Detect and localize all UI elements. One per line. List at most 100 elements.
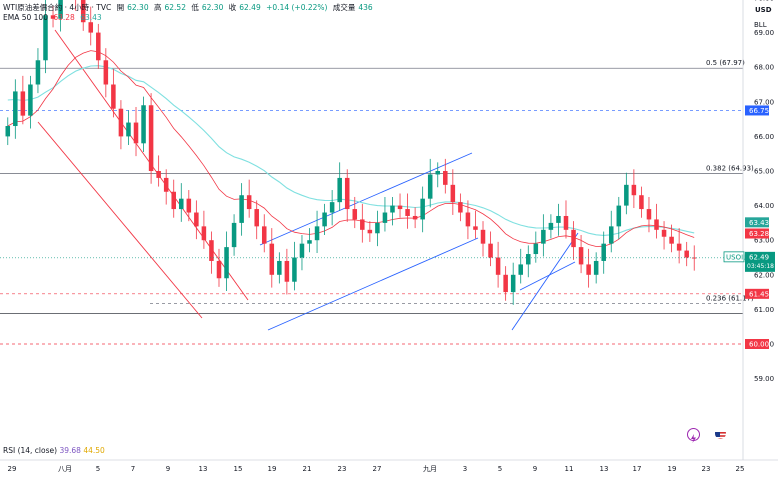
candle <box>75 0 77 11</box>
candle-body <box>307 240 312 244</box>
price-tag-text: 62.49 <box>749 253 769 261</box>
candle <box>28 75 33 129</box>
ema100-line <box>7 65 695 236</box>
price-tag-box <box>745 105 769 116</box>
ema100-value: 63.43 <box>80 13 102 22</box>
fib-level-label: 0.5 (67.97) <box>706 59 745 67</box>
candle-body <box>631 184 637 196</box>
candle <box>118 100 124 150</box>
ema-legend[interactable]: EMA 50 100 63.28 63.43 <box>3 13 102 22</box>
up-channel-lower <box>267 237 479 331</box>
symbol-tag-text: USOIL <box>726 253 747 261</box>
candle-body <box>284 260 290 282</box>
us-flag-icon[interactable] <box>715 428 726 439</box>
candle-body <box>163 177 169 192</box>
candle-body <box>375 222 380 234</box>
candle-body <box>526 254 531 265</box>
candle <box>654 203 659 239</box>
candle <box>526 245 531 278</box>
candle-body <box>299 243 305 258</box>
candle-body <box>676 243 682 251</box>
candle <box>646 196 652 233</box>
candle <box>616 196 622 240</box>
rsi-ma-value: 44.50 <box>83 446 105 455</box>
candle <box>661 221 667 250</box>
candle-body <box>503 274 508 293</box>
close-value: 62.49 <box>239 3 261 12</box>
candle-body <box>488 243 493 258</box>
x-tick-label: 19 <box>268 465 277 473</box>
candle <box>239 183 244 236</box>
candle-body <box>224 247 229 279</box>
trend-channels <box>37 29 579 331</box>
candle <box>254 200 259 240</box>
x-tick-label: 13 <box>600 465 609 473</box>
x-tick-label: 3 <box>463 465 467 473</box>
candle <box>344 169 350 222</box>
symbol-title[interactable]: WTI原油差價合約 · 4小時 · TVC <box>3 3 112 12</box>
y-tick-label: 70.00 <box>754 0 774 3</box>
y-tick-label: 64.00 <box>754 202 774 210</box>
candle-body <box>691 257 697 259</box>
candle <box>427 158 433 208</box>
candle-body <box>412 215 418 220</box>
candle-body <box>5 126 11 137</box>
candle-body <box>314 226 320 241</box>
candle <box>284 248 290 295</box>
candle <box>148 93 154 184</box>
price-tag-text: 63.43 <box>749 219 769 227</box>
candle-body <box>510 274 516 293</box>
candle-body <box>654 219 659 230</box>
x-tick-label: 23 <box>702 465 711 473</box>
candle <box>541 214 546 257</box>
candle-body <box>390 205 395 213</box>
candle-body <box>88 22 94 33</box>
candle-body <box>80 0 86 23</box>
candle <box>186 190 192 222</box>
candle-body <box>646 209 652 220</box>
candle-body <box>50 15 56 19</box>
chart-header-ohlc: WTI原油差價合約 · 4小時 · TVC 開 62.30 高 62.52 低 62.… <box>3 3 373 12</box>
candle-body <box>593 260 599 275</box>
fib-level-label: 0.382 (64.93) <box>706 164 754 172</box>
candle-body <box>292 257 297 282</box>
candle <box>593 252 599 284</box>
price-tag-box <box>745 251 775 272</box>
lightning-icon[interactable] <box>687 428 700 443</box>
candle <box>314 210 320 254</box>
candle <box>631 169 637 209</box>
candle-body <box>382 212 388 223</box>
candle-body <box>601 243 606 261</box>
candle <box>216 248 222 287</box>
candle-body <box>495 257 501 275</box>
candle-body <box>608 226 614 244</box>
candle-body <box>571 229 576 248</box>
candle <box>20 75 26 125</box>
candle-body <box>405 209 410 216</box>
candle <box>639 186 644 218</box>
candle-body <box>277 260 282 275</box>
candle-body <box>541 229 546 244</box>
candle-body <box>239 195 244 223</box>
candle-body <box>269 243 275 275</box>
x-tick-label: 5 <box>96 465 100 473</box>
candle <box>103 48 109 98</box>
price-tag: USOIL 62.49 03:45:18 <box>0 251 775 272</box>
candle-body <box>352 209 358 220</box>
y-tick-label: 69.00 <box>754 29 774 37</box>
candle <box>443 158 448 194</box>
candle-body <box>480 229 486 244</box>
down-channel-lower <box>37 121 203 319</box>
candle-body <box>35 60 41 85</box>
candle-body <box>186 198 192 213</box>
candle-body <box>450 184 456 203</box>
candle <box>96 23 101 69</box>
candle <box>80 0 86 31</box>
candle-body <box>133 122 139 144</box>
volume-value: 436 <box>358 3 373 12</box>
price-tag-text: 66.75 <box>749 107 769 115</box>
candle-body <box>179 198 184 210</box>
rsi-legend[interactable]: RSI (14, close) 39.68 44.50 <box>3 446 105 455</box>
candle-body <box>639 195 644 210</box>
